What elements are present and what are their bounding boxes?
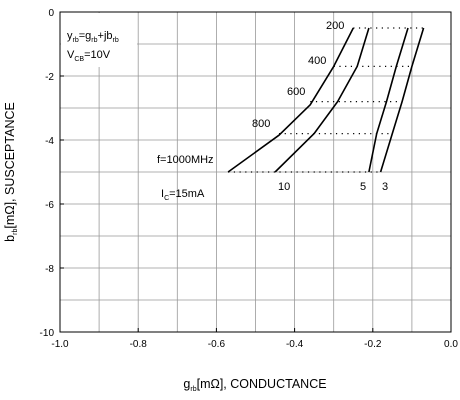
series-line: [227, 27, 355, 173]
current-label-15ma: IC=15mA: [161, 188, 205, 202]
series-line: [274, 27, 370, 173]
conditions-box: [61, 13, 137, 67]
x-tick-label: -1.0: [51, 339, 69, 350]
y-tick-label: -2: [45, 72, 54, 83]
series-group: [227, 27, 425, 173]
current-label-3: 3: [382, 181, 388, 193]
freq-label-400: 400: [308, 55, 326, 67]
x-tick-label: -0.8: [130, 339, 148, 350]
x-axis-title: grb[mΩ], CONDUCTANCE: [183, 377, 326, 393]
y-tick-label: -4: [45, 136, 54, 147]
plot-frame: [59, 11, 452, 333]
freq-label-200: 200: [326, 20, 344, 32]
x-tick-label: 0.0: [444, 339, 458, 350]
y-tick-label: -8: [45, 264, 54, 275]
series-line: [379, 27, 425, 173]
freq-label-600: 600: [287, 86, 305, 98]
y-tick-label: -10: [40, 328, 55, 339]
freq-label-1000mhz: f=1000MHz: [157, 154, 214, 166]
condition-vcb: VCB=10V: [67, 49, 111, 63]
x-tick-label: -0.4: [286, 339, 304, 350]
y-axis-title: brb[mΩ], SUSCEPTANCE: [3, 102, 19, 242]
series-line: [368, 27, 409, 173]
y-tick-label: 0: [48, 8, 54, 19]
condition-y-rb: yrb=grb+jbrb: [67, 30, 119, 44]
axis-ticks: -1.0 -0.8 -0.6 -0.4 -0.2 0.0 0 -2 -4 -6 -8 -10: [40, 8, 459, 350]
frequency-reference-lines: [228, 27, 424, 173]
y-tick-label: -6: [45, 200, 54, 211]
x-tick-label: -0.6: [208, 339, 226, 350]
freq-label-800: 800: [252, 118, 270, 130]
x-tick-label: -0.2: [364, 339, 382, 350]
current-label-5: 5: [360, 181, 366, 193]
current-label-10: 10: [278, 181, 290, 193]
